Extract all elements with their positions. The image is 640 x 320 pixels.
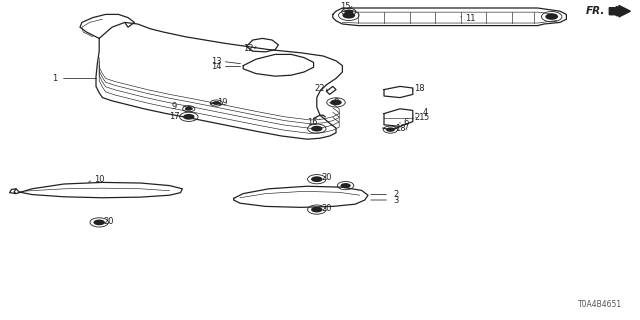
FancyArrow shape bbox=[609, 5, 630, 17]
Text: 17: 17 bbox=[169, 112, 179, 121]
Text: 7: 7 bbox=[404, 123, 409, 132]
Circle shape bbox=[212, 101, 220, 105]
Text: FR.: FR. bbox=[586, 6, 605, 16]
Text: T0A4B4651: T0A4B4651 bbox=[578, 300, 622, 309]
Text: 18: 18 bbox=[414, 84, 424, 93]
Text: 18: 18 bbox=[395, 124, 405, 133]
Circle shape bbox=[545, 13, 558, 20]
Text: 22: 22 bbox=[315, 84, 325, 93]
Text: 9: 9 bbox=[172, 102, 177, 111]
Circle shape bbox=[344, 10, 353, 14]
Circle shape bbox=[311, 126, 323, 132]
Text: 2: 2 bbox=[393, 190, 398, 199]
Text: 13: 13 bbox=[211, 57, 221, 66]
Text: 19: 19 bbox=[218, 98, 228, 107]
Circle shape bbox=[185, 107, 193, 111]
Text: 21: 21 bbox=[414, 113, 424, 122]
Text: 20: 20 bbox=[321, 173, 332, 182]
Circle shape bbox=[311, 176, 323, 182]
Text: 1: 1 bbox=[52, 74, 57, 83]
Text: 8: 8 bbox=[333, 98, 339, 107]
Text: 15: 15 bbox=[340, 2, 351, 11]
Circle shape bbox=[386, 127, 395, 132]
Text: 20: 20 bbox=[104, 217, 114, 226]
Text: 10: 10 bbox=[94, 175, 104, 184]
Text: 14: 14 bbox=[211, 62, 221, 71]
Text: 12: 12 bbox=[243, 44, 253, 53]
Text: 4: 4 bbox=[423, 108, 428, 117]
Text: 11: 11 bbox=[465, 14, 476, 23]
Circle shape bbox=[340, 183, 351, 188]
Circle shape bbox=[342, 12, 355, 19]
Text: 5: 5 bbox=[423, 113, 428, 122]
Text: 16: 16 bbox=[307, 118, 317, 127]
Text: 6: 6 bbox=[404, 118, 409, 127]
Text: 3: 3 bbox=[393, 196, 398, 204]
Text: 20: 20 bbox=[321, 204, 332, 213]
Circle shape bbox=[330, 100, 342, 105]
Circle shape bbox=[93, 220, 105, 225]
Circle shape bbox=[311, 207, 323, 212]
Circle shape bbox=[183, 114, 195, 120]
